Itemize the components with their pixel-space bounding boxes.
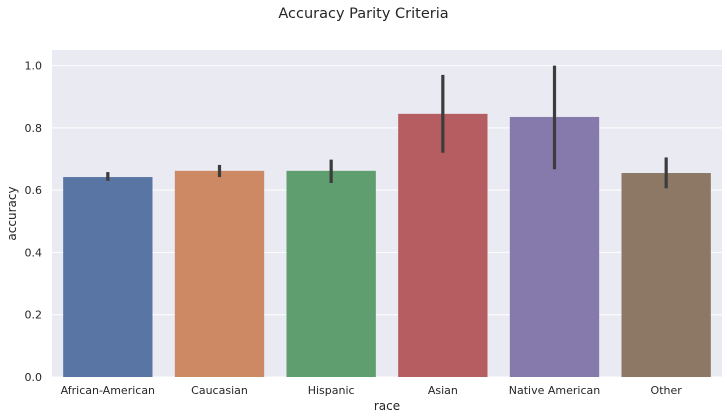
y-tick-label: 0.2 [25,309,43,322]
bar [286,170,376,377]
bar [621,173,711,377]
y-tick-label: 0.4 [25,246,43,259]
x-tick-label: Other [651,384,683,397]
bars [63,113,711,377]
y-axis-label: accuracy [5,186,19,240]
error-bars [106,65,668,189]
y-tick-label: 0.0 [25,371,43,384]
x-tick-label: Native American [509,384,600,397]
bar [63,177,153,377]
y-tick-label: 0.8 [25,122,43,135]
y-tick-labels: 0.0 0.2 0.4 0.6 0.8 1.0 [25,60,43,384]
x-tick-label: Caucasian [191,384,248,397]
x-tick-label: Asian [428,384,458,397]
x-tick-label: Hispanic [308,384,355,397]
x-axis-label: race [374,399,400,413]
grid-lines [52,65,722,378]
x-tick-label: African-American [61,384,155,397]
bar [398,113,488,377]
x-tick-labels: African-American Caucasian Hispanic Asian Na… [61,384,683,397]
y-tick-label: 1.0 [25,60,43,73]
bar [174,170,265,377]
chart-title: Accuracy Parity Criteria [278,6,449,22]
y-tick-label: 0.6 [25,184,43,197]
plot-area [52,50,722,377]
